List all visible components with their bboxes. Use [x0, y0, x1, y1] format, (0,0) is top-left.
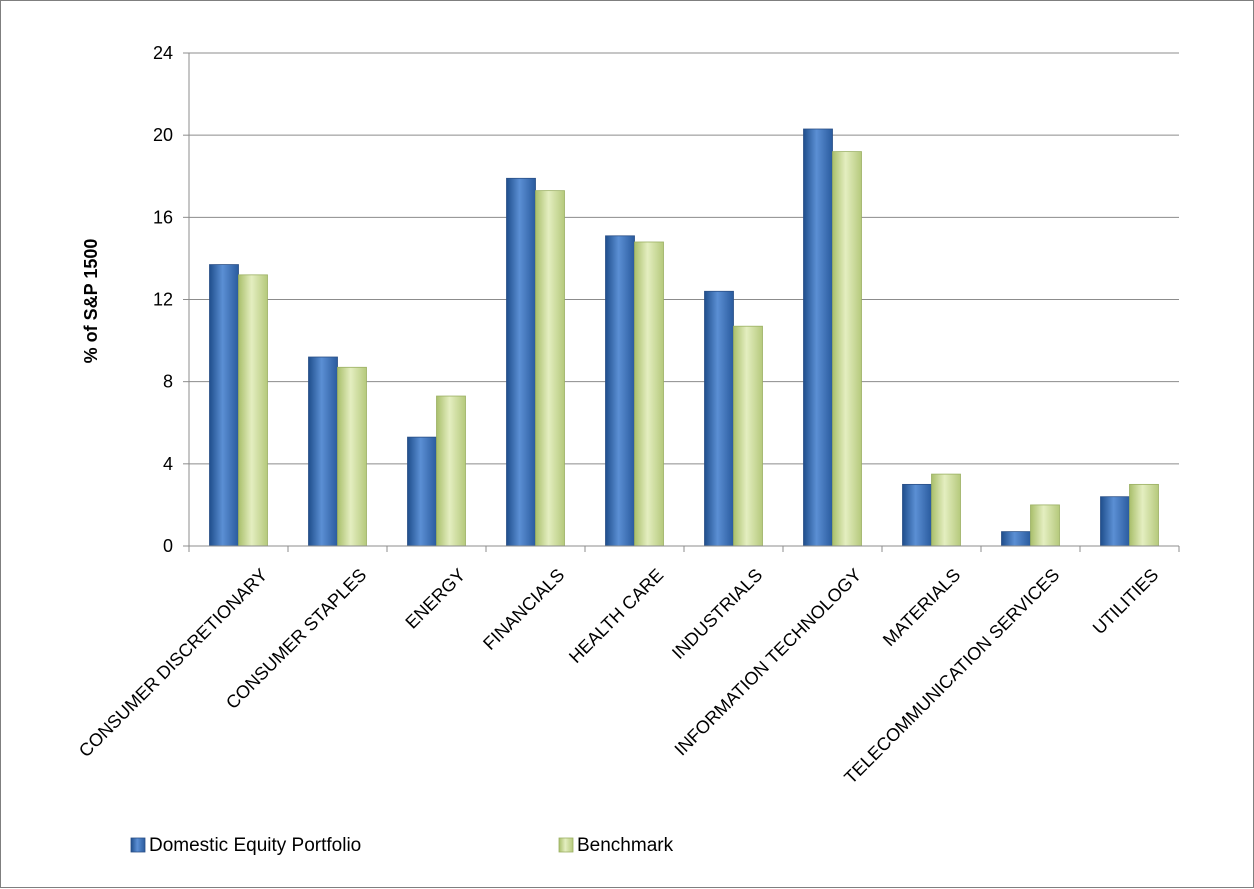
y-axis-title: % of S&P 1500 [81, 239, 101, 364]
y-tick-label: 4 [163, 454, 173, 474]
bar-portfolio [1001, 531, 1031, 547]
legend-swatch-benchmark [558, 837, 574, 853]
bar-benchmark [832, 151, 862, 547]
y-tick-label: 8 [163, 372, 173, 392]
legend: Domestic Equity Portfolio Benchmark [130, 835, 674, 856]
bar-benchmark [238, 274, 268, 547]
bar-benchmark [436, 395, 466, 547]
x-tick-label: CONSUMER DISCRETIONARY [75, 565, 271, 761]
x-tick-label: ENERGY [401, 565, 469, 633]
x-tick-label: MATERIALS [879, 565, 964, 650]
bar-benchmark [535, 190, 565, 547]
y-tick-label: 16 [153, 207, 173, 227]
bar-portfolio [308, 356, 338, 547]
x-tick-label: INFORMATION TECHNOLOGY [671, 565, 866, 760]
x-tick-label: TELECOMMUNICATION SERVICES [840, 565, 1063, 788]
bar-portfolio [704, 290, 734, 547]
bar-portfolio [1100, 496, 1130, 547]
bar-portfolio [209, 264, 239, 547]
bar-benchmark [337, 366, 367, 547]
bar-portfolio [803, 128, 833, 547]
bar-benchmark [931, 473, 961, 547]
y-tick-label: 24 [153, 43, 173, 63]
x-tick-label: UTILITIES [1089, 565, 1163, 639]
bar-benchmark [1030, 504, 1060, 547]
bar-portfolio [506, 177, 536, 547]
legend-label-benchmark: Benchmark [577, 835, 674, 856]
bar-benchmark [1129, 483, 1159, 547]
bar-portfolio [902, 483, 932, 547]
bar-benchmark [634, 241, 664, 547]
x-tick-label: INDUSTRIALS [668, 565, 766, 663]
legend-swatch-portfolio [130, 837, 146, 853]
bars [209, 128, 1159, 547]
bar-benchmark [733, 325, 763, 547]
y-tick-label: 0 [163, 536, 173, 556]
y-tick-label: 20 [153, 125, 173, 145]
x-tick-label: HEALTH CARE [565, 565, 667, 667]
x-tick-label: FINANCIALS [479, 565, 568, 654]
bar-portfolio [605, 235, 635, 547]
y-tick-label: 12 [153, 290, 173, 310]
bar-portfolio [407, 436, 437, 547]
legend-label-portfolio: Domestic Equity Portfolio [149, 835, 361, 856]
